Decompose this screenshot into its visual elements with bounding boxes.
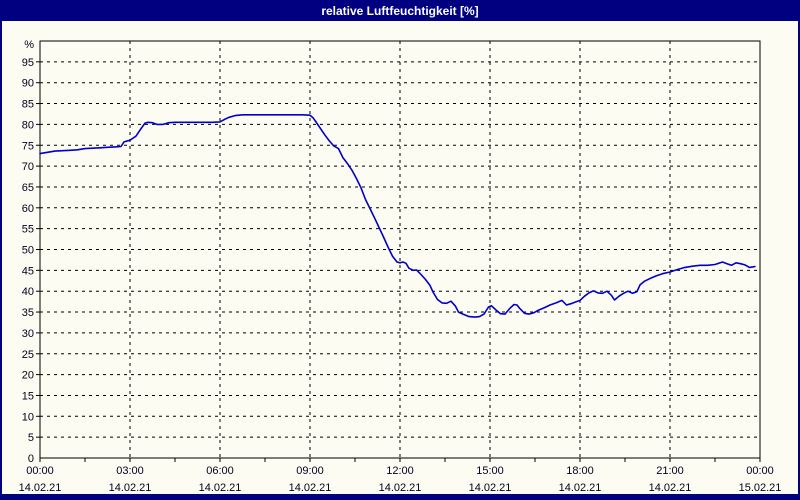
y-tick-label: 75 xyxy=(22,140,34,152)
y-tick-label: 35 xyxy=(22,307,34,319)
y-tick-label: 0 xyxy=(28,453,34,465)
x-tick-date-label: 15.02.21 xyxy=(739,482,782,494)
x-tick-date-label: 14.02.21 xyxy=(559,482,602,494)
y-tick-label: 10 xyxy=(22,411,34,423)
y-tick-label: 70 xyxy=(22,161,34,173)
x-tick-date-label: 14.02.21 xyxy=(649,482,692,494)
y-tick-label: 60 xyxy=(22,203,34,215)
window-title-bar[interactable]: relative Luftfeuchtigkeit [%] xyxy=(0,0,800,21)
x-tick-date-label: 14.02.21 xyxy=(109,482,152,494)
x-tick-date-label: 14.02.21 xyxy=(289,482,332,494)
y-axis-unit-label: % xyxy=(24,39,34,51)
y-tick-label: 65 xyxy=(22,182,34,194)
plot-border xyxy=(39,40,761,459)
y-tick-label: 20 xyxy=(22,370,34,382)
y-tick-label: 50 xyxy=(22,245,34,257)
y-tick-label: 40 xyxy=(22,286,34,298)
y-tick-label: 5 xyxy=(28,432,34,444)
x-tick-time-label: 00:00 xyxy=(26,465,54,477)
x-tick-time-label: 15:00 xyxy=(476,465,504,477)
x-tick-time-label: 09:00 xyxy=(296,465,324,477)
humidity-curve xyxy=(39,114,756,318)
y-tick-label: 25 xyxy=(22,349,34,361)
x-tick-date-label: 14.02.21 xyxy=(469,482,512,494)
y-tick-label: 85 xyxy=(22,99,34,111)
humidity-line-chart: 0 5 10 15 20 25 30 35 40 45 50 55 60 65 70 75 80 85 90 95% 0… xyxy=(19,39,782,494)
x-tick-time-label: 21:00 xyxy=(656,465,684,477)
x-tick-time-label: 06:00 xyxy=(206,465,234,477)
y-tick-label: 15 xyxy=(22,390,34,402)
y-tick-label: 95 xyxy=(22,57,34,69)
y-tick-label: 90 xyxy=(22,78,34,90)
y-tick-label: 80 xyxy=(22,119,34,131)
x-tick-date-label: 14.02.21 xyxy=(19,482,62,494)
window-title: relative Luftfeuchtigkeit [%] xyxy=(321,3,479,18)
x-tick-time-label: 00:00 xyxy=(746,465,774,477)
x-tick-date-label: 14.02.21 xyxy=(379,482,422,494)
x-tick-time-label: 18:00 xyxy=(566,465,594,477)
y-tick-label: 55 xyxy=(22,224,34,236)
x-tick-time-label: 12:00 xyxy=(386,465,414,477)
x-tick-time-label: 03:00 xyxy=(116,465,144,477)
x-tick-date-label: 14.02.21 xyxy=(199,482,242,494)
chart-area: 0 5 10 15 20 25 30 35 40 45 50 55 60 65 70 75 80 85 90 95% 0… xyxy=(0,21,800,500)
y-tick-label: 45 xyxy=(22,265,34,277)
y-tick-label: 30 xyxy=(22,328,34,340)
